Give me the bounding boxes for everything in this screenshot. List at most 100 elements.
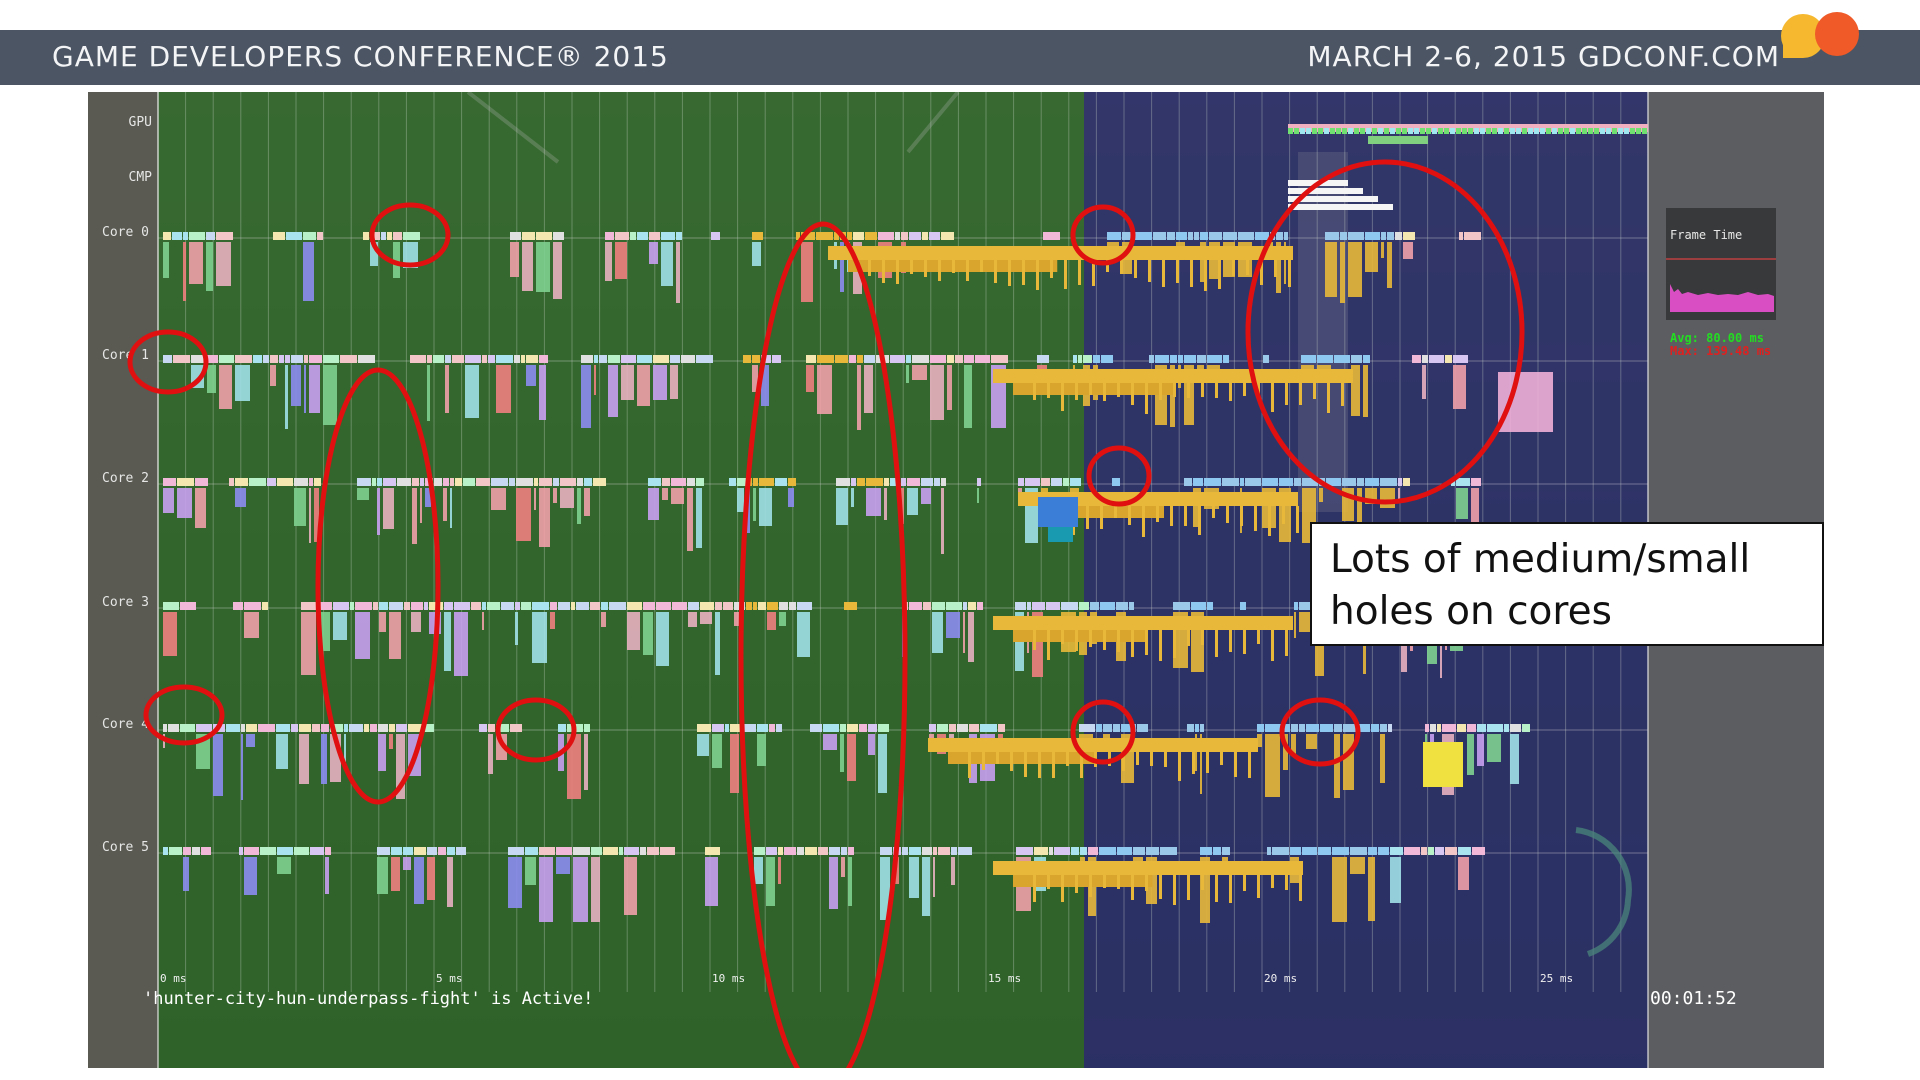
core-job-bar bbox=[772, 355, 781, 363]
core-subjob bbox=[637, 365, 650, 406]
gold-job-tick bbox=[1285, 875, 1288, 890]
core-job-bar bbox=[1348, 232, 1364, 240]
core-subjob bbox=[1200, 242, 1206, 282]
gpu-segment bbox=[1588, 128, 1593, 134]
core-subjob bbox=[866, 488, 881, 516]
core-job-bar bbox=[1037, 355, 1049, 363]
core-job-bar bbox=[1133, 847, 1145, 855]
core-subjob bbox=[847, 734, 856, 781]
core-subjob bbox=[496, 365, 511, 413]
gold-job-tick bbox=[1243, 383, 1246, 396]
core-job-bar bbox=[1445, 355, 1452, 363]
core-job-bar bbox=[1213, 847, 1221, 855]
core-subjob bbox=[779, 612, 786, 626]
core-job-bar bbox=[865, 232, 877, 240]
core-job-bar bbox=[766, 847, 777, 855]
gold-job-tick bbox=[1136, 752, 1139, 765]
core-subjob bbox=[355, 612, 370, 659]
core-job-bar bbox=[560, 478, 576, 486]
core-subjob bbox=[301, 612, 316, 675]
core-job-bar bbox=[1257, 724, 1264, 732]
core-job-bar bbox=[934, 478, 940, 486]
gold-job-tick bbox=[1142, 506, 1145, 537]
core-job-bar bbox=[584, 478, 592, 486]
core-job-bar bbox=[539, 478, 552, 486]
gold-job-tick bbox=[1226, 506, 1229, 523]
core-job-bar bbox=[1113, 724, 1120, 732]
row-label: Core 0 bbox=[102, 225, 149, 240]
core-job-bar bbox=[1421, 847, 1427, 855]
gold-job-tick bbox=[1187, 383, 1190, 398]
core-subjob bbox=[594, 365, 596, 395]
gpu-segment bbox=[1288, 128, 1293, 134]
core-job-bar bbox=[456, 847, 466, 855]
gold-job-tick bbox=[1103, 875, 1106, 888]
core-job-bar bbox=[890, 355, 905, 363]
time-tick-label: 0 ms bbox=[160, 972, 187, 985]
core-subjob bbox=[303, 242, 314, 301]
gpu-segment bbox=[1384, 128, 1389, 134]
core-subjob bbox=[1200, 857, 1210, 923]
active-encounter-status: 'hunter-city-hun-underpass-fight' is Act… bbox=[143, 989, 593, 1009]
core-job-bar bbox=[1121, 724, 1136, 732]
gold-job-tick bbox=[994, 260, 997, 283]
core-subjob bbox=[687, 488, 693, 551]
core-job-bar bbox=[661, 232, 675, 240]
core-job-bar bbox=[189, 232, 205, 240]
core-subjob bbox=[1363, 365, 1368, 417]
core-job-bar bbox=[207, 355, 218, 363]
gold-job-tick bbox=[1075, 383, 1078, 400]
core-subjob bbox=[1453, 365, 1466, 409]
core-job-bar bbox=[491, 478, 508, 486]
core-job-bar bbox=[501, 602, 514, 610]
gpu-segment bbox=[1390, 128, 1395, 134]
gold-job-tick bbox=[1271, 875, 1274, 888]
core-job-bar bbox=[788, 478, 796, 486]
core-job-bar bbox=[267, 478, 276, 486]
core-job-bar bbox=[403, 847, 413, 855]
core-job-bar bbox=[1238, 232, 1254, 240]
core-job-bar bbox=[1471, 478, 1481, 486]
core-job-bar bbox=[229, 478, 234, 486]
core-job-bar bbox=[558, 602, 570, 610]
core-subjob bbox=[285, 365, 288, 429]
gold-job-tick bbox=[1047, 383, 1050, 398]
gold-job-tick bbox=[1173, 630, 1176, 658]
callout-line-2: holes on cores bbox=[1330, 589, 1612, 634]
core-job-bar bbox=[909, 847, 921, 855]
core-subjob bbox=[206, 242, 213, 291]
core-job-bar bbox=[797, 602, 812, 610]
core-subjob bbox=[1357, 488, 1362, 530]
conference-date-url: MARCH 2-6, 2015 GDCONF.COM bbox=[1307, 40, 1780, 73]
core-subjob bbox=[414, 857, 424, 904]
core-job-bar bbox=[235, 478, 248, 486]
core-job-bar bbox=[778, 847, 783, 855]
core-job-bar bbox=[754, 847, 765, 855]
core-job-bar bbox=[1197, 355, 1206, 363]
gpu-segment bbox=[1582, 128, 1587, 134]
core-job-bar bbox=[233, 602, 243, 610]
core-job-bar bbox=[880, 847, 892, 855]
gold-job-tick bbox=[1052, 752, 1055, 778]
frame-time-graph bbox=[1670, 284, 1774, 312]
core-job-bar bbox=[420, 478, 424, 486]
gold-job-tick bbox=[1080, 752, 1083, 778]
annotation-ellipse bbox=[738, 221, 908, 1068]
core-subjob bbox=[737, 488, 744, 512]
gold-job-tick bbox=[982, 752, 985, 770]
core-job-bar bbox=[241, 724, 245, 732]
core-job-bar bbox=[372, 478, 376, 486]
gold-job-tick bbox=[1229, 383, 1232, 401]
core-job-bar bbox=[817, 355, 834, 363]
core-subjob bbox=[1471, 488, 1479, 532]
core-job-bar bbox=[895, 232, 900, 240]
core-job-bar bbox=[1222, 478, 1239, 486]
gpu-segment bbox=[1510, 128, 1515, 134]
gpu-segment bbox=[1546, 128, 1551, 134]
gold-job-tick bbox=[1162, 260, 1165, 287]
core-subjob bbox=[488, 734, 493, 774]
core-job-bar bbox=[1032, 602, 1045, 610]
gold-job-tick bbox=[1134, 260, 1137, 278]
core-job-bar bbox=[424, 724, 434, 732]
core-job-bar bbox=[253, 355, 262, 363]
